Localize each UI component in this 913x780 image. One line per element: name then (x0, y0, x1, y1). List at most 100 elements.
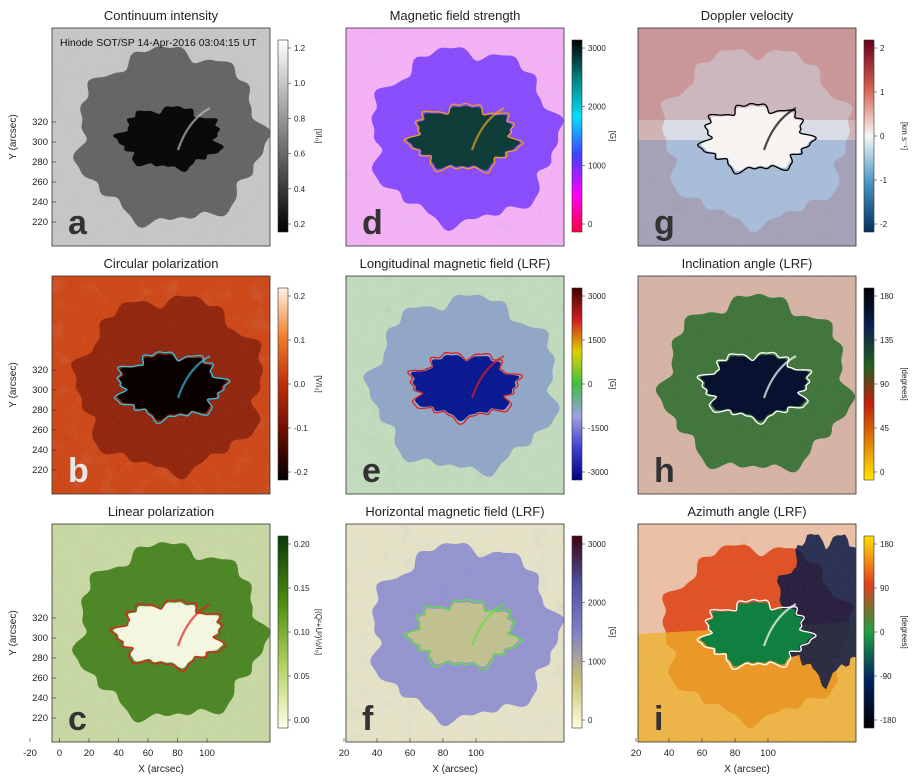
panel-letter: d (362, 204, 383, 242)
colorbar-tick-label: 2 (880, 44, 885, 53)
colorbar-unit: [degrees] (900, 367, 909, 400)
panel-letter: g (654, 204, 675, 242)
y-tick-label: 260 (32, 673, 48, 684)
panel-image-f (346, 524, 564, 742)
colorbar (277, 39, 289, 233)
colorbar-tick-label: 0.15 (294, 584, 310, 593)
panel-title: Inclination angle (LRF) (682, 256, 813, 271)
panel-letter: i (654, 700, 663, 738)
panel-image-e (346, 276, 564, 494)
panel-e: Longitudinal magnetic field (LRF) e 3000 15… (345, 256, 617, 495)
colorbar-tick-label: 180 (880, 540, 894, 549)
colorbar-tick-label: -0.2 (294, 468, 308, 477)
panel-title: Horizontal magnetic field (LRF) (365, 504, 544, 519)
x-tick-label: 60 (143, 748, 154, 759)
panel-frame (345, 275, 565, 495)
colorbar-unit: [(Q²+U²)½/I₀] (314, 609, 323, 655)
umbra-region (700, 601, 813, 667)
panel-title: Circular polarization (104, 256, 219, 271)
panel-image-a (52, 28, 270, 246)
umbra-contour (403, 102, 524, 174)
x-tick-label: 20 (84, 748, 95, 759)
umbra-region (700, 106, 814, 172)
panel-frame (345, 523, 565, 743)
panel-letter: e (362, 452, 381, 490)
x-tick-label: 20 (631, 748, 642, 759)
colorbar-tick-label: 0 (880, 468, 885, 477)
panel-frame (637, 275, 857, 495)
y-tick-label: 300 (32, 385, 48, 396)
umbra-region (407, 601, 520, 667)
colorbar-unit: [degrees] (900, 615, 909, 648)
x-tick-label: 40 (372, 748, 383, 759)
x-axis-label: X (arcsec) (138, 764, 184, 775)
umbra-contour (403, 598, 524, 671)
panel-title: Azimuth angle (LRF) (687, 504, 806, 519)
colorbar (277, 535, 289, 729)
y-tick-label: 280 (32, 157, 48, 168)
panel-letter: a (68, 204, 88, 242)
colorbar-unit: [km s⁻¹] (900, 122, 909, 150)
colorbar-tick-label: -3000 (588, 468, 609, 477)
umbra-region (410, 355, 520, 422)
y-tick-label: 300 (32, 633, 48, 644)
colorbar-tick-label: 0.10 (294, 628, 310, 637)
y-tick-label: 300 (32, 137, 48, 148)
x-tick-label: 80 (730, 748, 741, 759)
panel-image-g (638, 28, 856, 246)
x-tick-label: 40 (664, 748, 675, 759)
colorbar-tick-label: 135 (880, 336, 894, 345)
umbra-contour (696, 598, 817, 670)
colorbar-unit: [V/I₀] (314, 375, 323, 393)
y-tick-label: 280 (32, 405, 48, 416)
colorbar-tick-label: 0.4 (294, 185, 306, 194)
panel-g: Doppler velocity g 2 1 0 -1 -2 [km s⁻¹] (637, 8, 909, 247)
panel-b: Circular polarization b 0.2 0.1 0.0 -0.1 -0.2 [… (8, 256, 323, 495)
umbra-contour (109, 599, 227, 672)
colorbar-tick-label: 1 (880, 88, 885, 97)
colorbar (863, 287, 875, 481)
colorbar (863, 535, 875, 729)
colorbar-tick-label: 180 (880, 292, 894, 301)
colorbar-tick-label: 0.05 (294, 672, 310, 681)
panel-c: Linear polarization c 0.20 0.15 0.10 0.05 0.00… (8, 504, 323, 775)
x-tick-label: 60 (405, 748, 416, 759)
colorbar-tick-label: 0 (880, 132, 885, 141)
y-tick-label: 260 (32, 425, 48, 436)
colorbar-tick-label: -180 (880, 716, 897, 725)
panel-image-h (638, 276, 856, 494)
colorbar-tick-label: 0 (880, 628, 885, 637)
colorbar-tick-label: 3000 (588, 44, 606, 53)
panel-image-i (638, 524, 856, 742)
panel-frame (51, 275, 271, 495)
y-tick-label: 240 (32, 693, 48, 704)
observation-annotation: Hinode SOT/SP 14-Apr-2016 03:04:15 UT (60, 37, 257, 49)
colorbar (571, 535, 583, 729)
x-tick-label: 20 (339, 748, 350, 759)
panel-letter: f (362, 700, 374, 738)
panel-image-c (52, 524, 270, 742)
panel-frame (345, 27, 565, 247)
panel-frame (51, 27, 271, 247)
colorbar-tick-label: 1.0 (294, 79, 306, 88)
umbra-region (113, 602, 224, 669)
x-tick-label: 100 (199, 748, 215, 759)
colorbar-tick-label: 90 (880, 584, 889, 593)
panel-h: Inclination angle (LRF) h 180 135 90 45 0 [degr… (637, 256, 909, 495)
colorbar-tick-label: 0.6 (294, 150, 306, 159)
colorbar-tick-label: 0.0 (294, 380, 306, 389)
colorbar-tick-label: 0 (588, 716, 593, 725)
x-tick-label: -20 (23, 748, 37, 759)
x-tick-label: 40 (113, 748, 124, 759)
y-axis-label: Y (arcsec) (8, 610, 19, 655)
panel-d: Magnetic field strength d 3000 2000 1000 0 [G] (345, 8, 617, 247)
panel-image-d (346, 28, 564, 246)
y-tick-label: 320 (32, 613, 48, 624)
umbra-region (407, 106, 520, 171)
x-tick-label: 100 (468, 748, 484, 759)
colorbar-tick-label: 0 (588, 220, 593, 229)
y-axis-label: Y (arcsec) (8, 114, 19, 159)
umbra-contour (696, 102, 817, 175)
panel-a: Continuum intensity a Hinode SOT/SP 14-Apr… (8, 8, 323, 247)
